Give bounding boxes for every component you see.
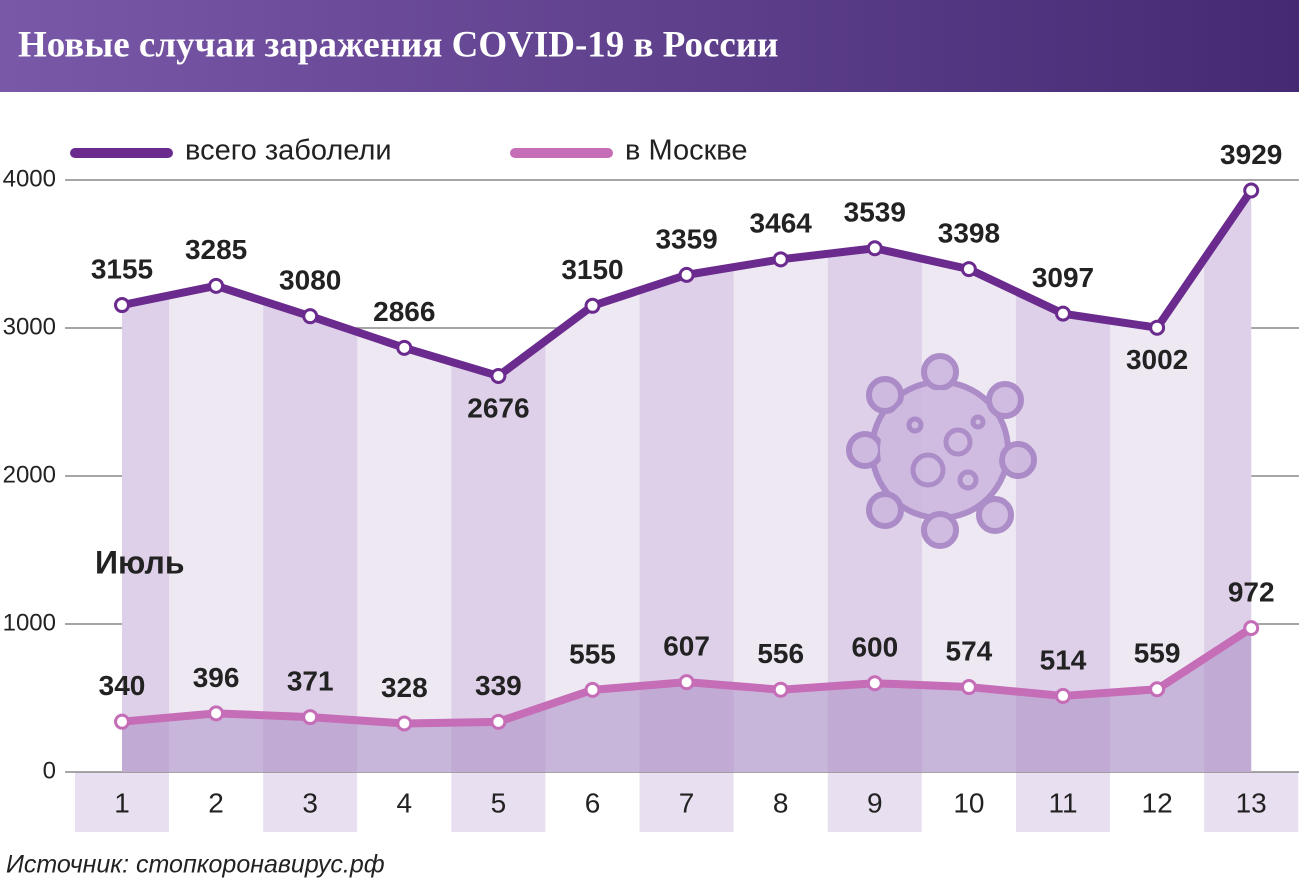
point — [114, 297, 130, 314]
data-label: 2866 — [373, 296, 435, 327]
data-label: 556 — [757, 638, 804, 669]
virus-icon — [846, 353, 1037, 549]
data-label: 514 — [1040, 644, 1087, 675]
data-label: 3150 — [561, 254, 623, 285]
point — [490, 367, 507, 384]
x-tick-label: 4 — [397, 787, 413, 818]
y-tick-label: 4000 — [3, 165, 56, 192]
legend-label: в Москве — [625, 135, 747, 167]
point — [866, 675, 883, 692]
data-label: 3002 — [1126, 344, 1188, 375]
category-band — [169, 772, 264, 832]
point — [960, 679, 977, 696]
data-label: 555 — [569, 638, 616, 669]
point — [302, 308, 319, 325]
x-tick-label: 9 — [867, 787, 883, 818]
y-tick-label: 0 — [43, 757, 56, 784]
point — [678, 674, 695, 691]
category-band — [263, 772, 358, 832]
x-tick-label: 1 — [114, 787, 130, 818]
x-tick-label: 7 — [679, 787, 695, 818]
point — [1243, 182, 1260, 199]
x-tick-label: 8 — [773, 787, 789, 818]
data-label: 2676 — [467, 392, 529, 423]
x-tick-label: 13 — [1236, 787, 1267, 818]
data-label: 600 — [851, 632, 898, 663]
point — [584, 297, 601, 314]
category-band — [1015, 772, 1111, 832]
point — [1149, 681, 1166, 698]
category-band — [921, 772, 1016, 832]
x-tick-label: 5 — [491, 787, 507, 818]
point — [584, 681, 601, 698]
point — [114, 713, 130, 730]
x-tick-label: 2 — [208, 787, 224, 818]
point — [396, 339, 413, 356]
y-tick-label: 2000 — [3, 461, 56, 488]
point — [208, 277, 225, 294]
point — [960, 261, 977, 278]
category-band — [545, 772, 640, 832]
area — [122, 628, 1252, 772]
chart-title: Новые случаи заражения COVID-19 в России — [18, 24, 778, 65]
x-tick-label: 3 — [302, 787, 318, 818]
x-tick-label: 6 — [585, 787, 601, 818]
data-label: 972 — [1228, 577, 1275, 608]
category-band — [1204, 772, 1299, 832]
data-label: 3359 — [655, 223, 717, 254]
header-band — [0, 0, 1299, 92]
data-label: 559 — [1134, 638, 1181, 669]
data-label: 396 — [193, 662, 240, 693]
data-label: 3285 — [185, 234, 247, 265]
data-label: 3398 — [938, 217, 1000, 248]
point — [866, 240, 883, 257]
point — [1243, 620, 1260, 637]
data-label: 3080 — [279, 265, 341, 296]
point — [208, 705, 225, 722]
data-label: 607 — [663, 631, 710, 662]
data-label: 328 — [381, 672, 428, 703]
data-label: 574 — [946, 635, 993, 666]
legend-label: всего заболели — [185, 135, 392, 167]
category-band — [1110, 772, 1205, 832]
data-label: 339 — [475, 670, 522, 701]
point — [490, 713, 507, 730]
data-label: 3539 — [844, 197, 906, 228]
y-tick-label: 3000 — [3, 313, 56, 340]
annotation: Июль — [95, 544, 185, 580]
point — [678, 266, 695, 283]
data-label: 3929 — [1220, 139, 1282, 170]
point — [302, 709, 319, 726]
x-tick-label: 11 — [1048, 787, 1077, 818]
point — [772, 681, 789, 698]
point — [396, 715, 413, 732]
point — [1055, 687, 1071, 704]
x-tick-label: 12 — [1142, 787, 1173, 818]
data-label: 3097 — [1032, 262, 1094, 293]
category-band — [639, 772, 734, 832]
source: Источник: стопкоронавирус.рф — [6, 851, 385, 879]
category-band — [827, 772, 922, 832]
data-label: 3155 — [91, 253, 153, 284]
x-tick-label: 10 — [953, 787, 984, 818]
category-band — [74, 772, 170, 832]
point — [1055, 305, 1071, 322]
category-band — [357, 772, 452, 832]
data-label: 371 — [287, 665, 334, 696]
data-label: 3464 — [750, 208, 813, 239]
category-band — [451, 772, 546, 832]
y-tick-label: 1000 — [3, 609, 56, 636]
point — [772, 251, 789, 268]
category-band — [733, 772, 828, 832]
point — [1149, 319, 1166, 336]
data-label: 340 — [99, 670, 146, 701]
